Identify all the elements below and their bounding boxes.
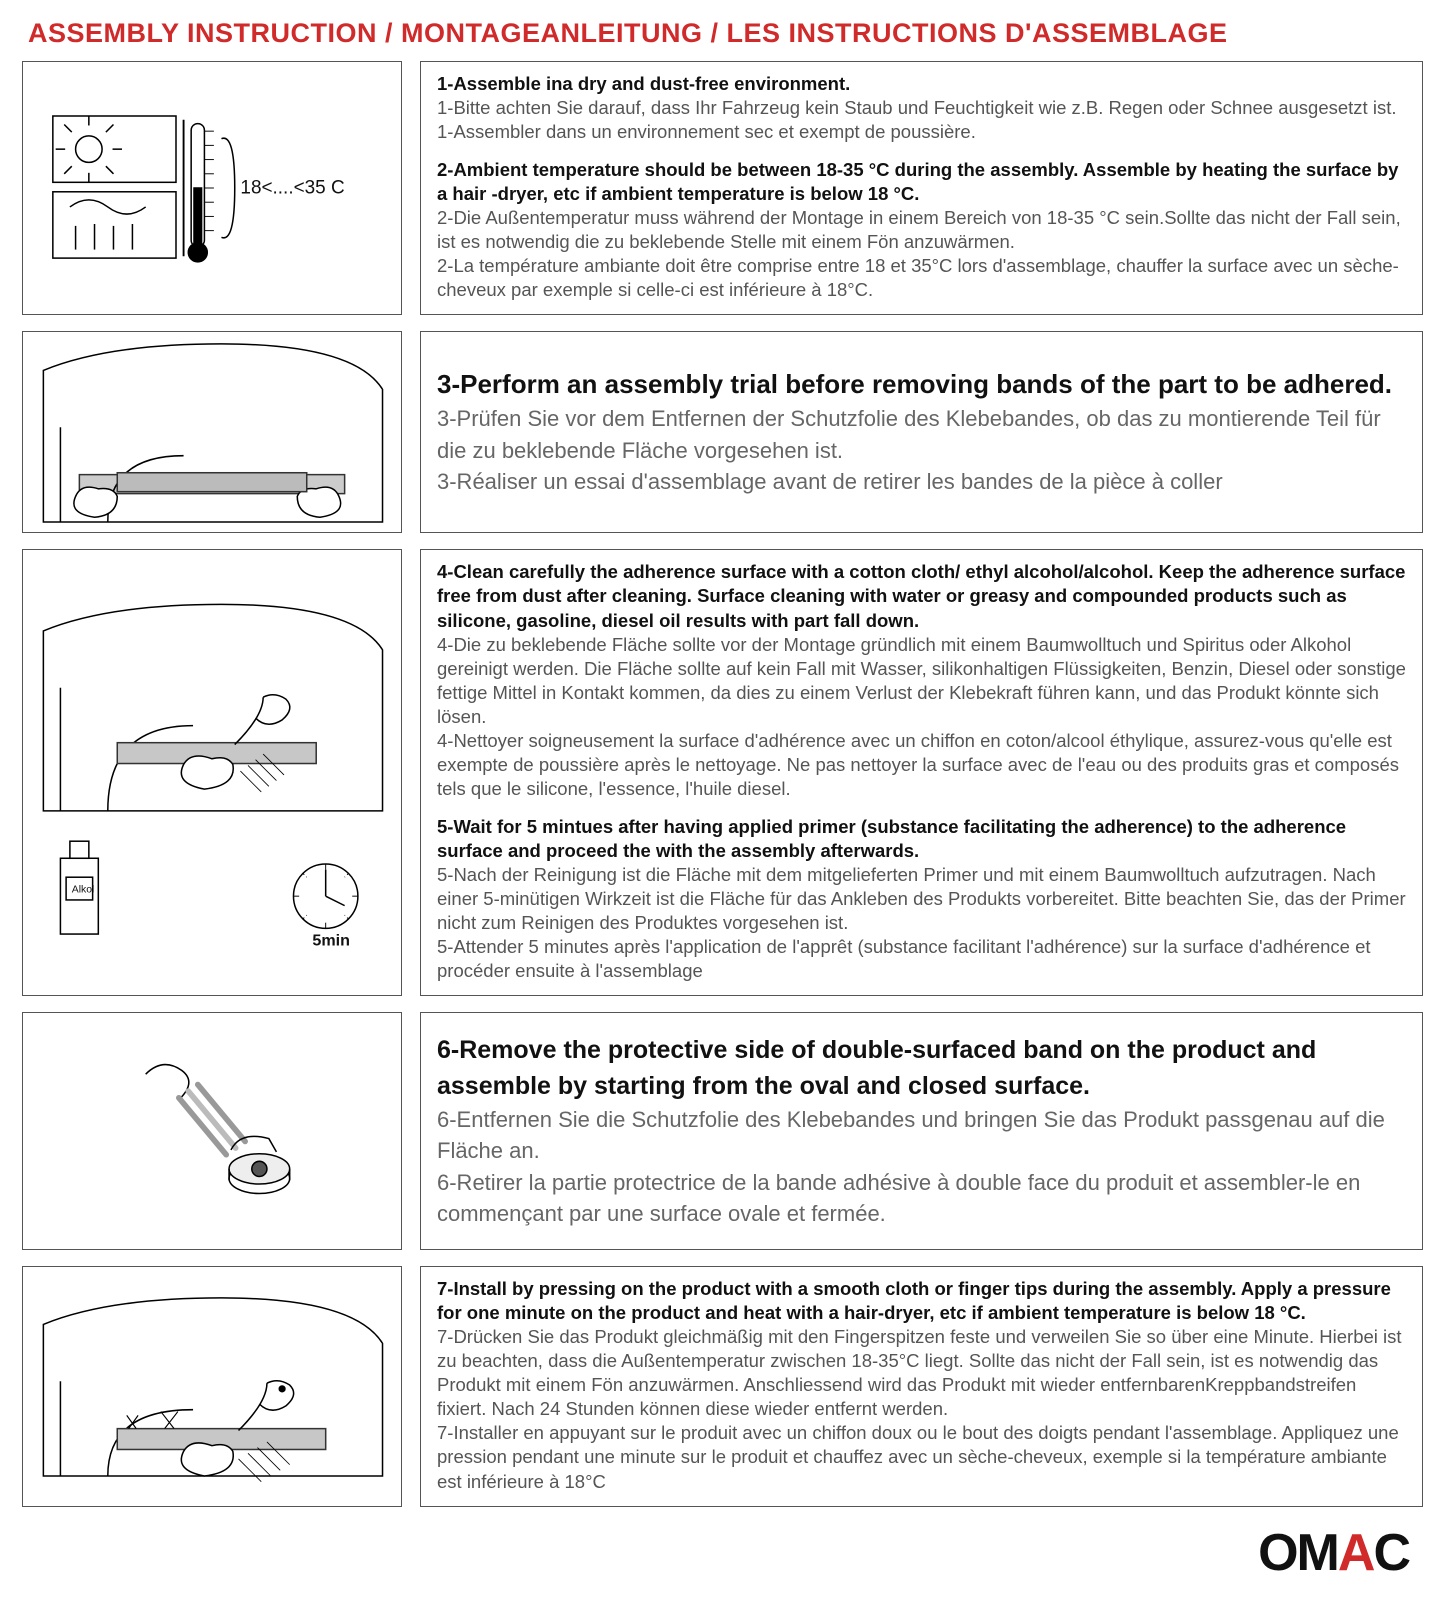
temp-label: 18<....<35 C: [240, 178, 344, 199]
step-row-4: 6-Remove the protective side of double-s…: [22, 1012, 1423, 1250]
step-4-fr: 4-Nettoyer soigneusement la surface d'ad…: [437, 729, 1406, 801]
step-5-en: 5-Wait for 5 mintues after having applie…: [437, 815, 1406, 863]
step-6-fr: 6-Retirer la partie protectrice de la ba…: [437, 1167, 1406, 1229]
step-5-de: 5-Nach der Reinigung ist die Fläche mit …: [437, 863, 1406, 935]
step-row-3: Alkol 5min 4-Clean carefully the adheren…: [22, 549, 1423, 996]
step-1-de: 1-Bitte achten Sie darauf, dass Ihr Fahr…: [437, 96, 1406, 120]
step-7-en: 7-Install by pressing on the product wit…: [437, 1277, 1406, 1325]
step-row-5: 7-Install by pressing on the product wit…: [22, 1266, 1423, 1506]
step-2-en: 2-Ambient temperature should be between …: [437, 158, 1406, 206]
step-text-2: 3-Perform an assembly trial before remov…: [420, 331, 1423, 533]
step-row-2: 3-Perform an assembly trial before remov…: [22, 331, 1423, 533]
brand-prefix: OM: [1258, 1524, 1338, 1582]
illustration-trial: [22, 331, 402, 533]
step-7-de: 7-Drücken Sie das Produkt gleichmäßig mi…: [437, 1325, 1406, 1421]
illustration-press: [22, 1266, 402, 1506]
step-2-fr: 2-La température ambiante doit être comp…: [437, 254, 1406, 302]
step-4-en: 4-Clean carefully the adherence surface …: [437, 560, 1406, 632]
brand-accent: A: [1338, 1524, 1374, 1582]
brand-suffix: C: [1373, 1524, 1409, 1582]
step-1-en: 1-Assemble ina dry and dust-free environ…: [437, 72, 1406, 96]
step-7-fr: 7-Installer en appuyant sur le produit a…: [437, 1421, 1406, 1493]
step-text-5: 7-Install by pressing on the product wit…: [420, 1266, 1423, 1506]
step-text-4: 6-Remove the protective side of double-s…: [420, 1012, 1423, 1250]
step-5-fr: 5-Attender 5 minutes après l'application…: [437, 935, 1406, 983]
step-3-en: 3-Perform an assembly trial before remov…: [437, 366, 1406, 403]
step-6-de: 6-Entfernen Sie die Schutzfolie des Kleb…: [437, 1104, 1406, 1166]
alcohol-label: Alkol: [72, 884, 95, 895]
brand-logo: OMAC: [22, 1523, 1423, 1583]
page-title: ASSEMBLY INSTRUCTION / MONTAGEANLEITUNG …: [28, 18, 1423, 49]
illustration-temperature: 18<....<35 C: [22, 61, 402, 315]
step-6-en: 6-Remove the protective side of double-s…: [437, 1033, 1406, 1104]
step-3-de: 3-Prüfen Sie vor dem Entfernen der Schut…: [437, 403, 1406, 465]
step-2-de: 2-Die Außentemperatur muss während der M…: [437, 206, 1406, 254]
step-text-1: 1-Assemble ina dry and dust-free environ…: [420, 61, 1423, 315]
step-4-de: 4-Die zu beklebende Fläche sollte vor de…: [437, 633, 1406, 729]
illustration-peel: [22, 1012, 402, 1250]
clock-label: 5min: [312, 931, 350, 949]
step-3-fr: 3-Réaliser un essai d'assemblage avant d…: [437, 466, 1406, 497]
illustration-clean: Alkol 5min: [22, 549, 402, 996]
step-text-3: 4-Clean carefully the adherence surface …: [420, 549, 1423, 996]
step-row-1: 18<....<35 C 1-Assemble ina dry and dust…: [22, 61, 1423, 315]
step-1-fr: 1-Assembler dans un environnement sec et…: [437, 120, 1406, 144]
